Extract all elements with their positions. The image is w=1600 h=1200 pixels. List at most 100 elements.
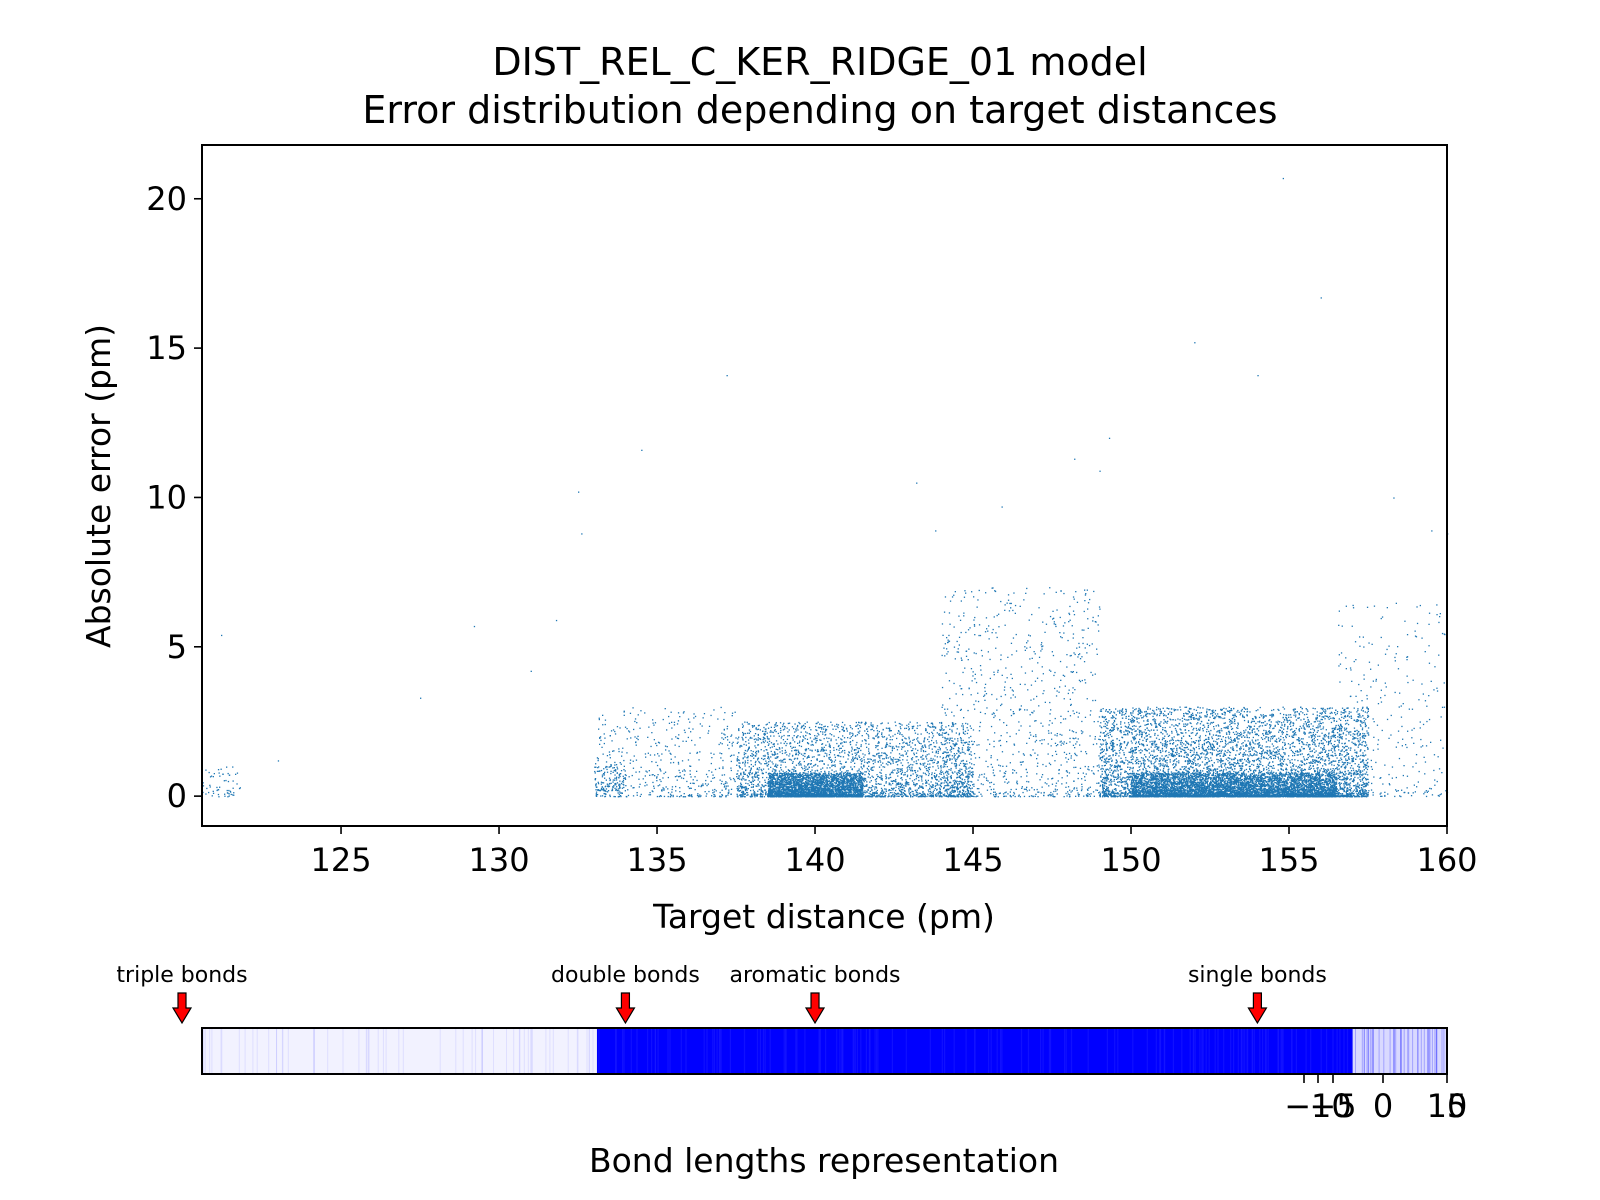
scatter-point <box>786 727 788 729</box>
scatter-point <box>888 761 891 763</box>
scatter-point <box>599 736 602 738</box>
scatter-point <box>825 744 827 746</box>
scatter-point <box>615 789 617 791</box>
scatter-point <box>867 769 869 771</box>
scatter-point <box>742 771 745 773</box>
scatter-point <box>787 731 789 733</box>
scatter-point <box>760 793 762 795</box>
scatter-point <box>908 736 910 738</box>
scatter-point <box>763 785 765 787</box>
scatter-point <box>911 727 914 730</box>
scatter-point <box>775 766 778 768</box>
scatter-point <box>680 795 682 797</box>
scatter-point <box>774 724 776 726</box>
scatter-point <box>666 729 668 731</box>
scatter-point <box>824 725 826 727</box>
scatter-point <box>901 764 904 767</box>
scatter-point <box>925 785 927 787</box>
scatter-point <box>804 755 806 758</box>
scatter-point <box>880 772 882 774</box>
scatter-point <box>817 754 819 756</box>
scatter-point <box>864 774 866 776</box>
scatter-point <box>861 735 863 737</box>
scatter-point <box>926 758 928 760</box>
scatter-point <box>753 794 756 797</box>
scatter-point <box>938 780 940 782</box>
scatter-point <box>866 781 868 783</box>
scatter-point <box>955 763 957 765</box>
scatter-point <box>604 786 606 788</box>
scatter-point <box>758 774 760 776</box>
scatter-point <box>803 789 806 791</box>
scatter-point <box>921 775 923 777</box>
scatter-point <box>818 734 820 736</box>
scatter-point <box>885 763 888 765</box>
scatter-point <box>647 752 649 754</box>
scatter-point <box>811 769 813 771</box>
scatter-point <box>726 725 729 728</box>
scatter-point <box>863 756 865 758</box>
scatter-point <box>947 778 949 781</box>
scatter-point <box>750 767 752 770</box>
scatter-point <box>859 771 862 773</box>
scatter-point <box>967 723 969 725</box>
scatter-point <box>946 788 948 790</box>
scatter-point <box>841 771 843 773</box>
scatter-point <box>914 732 917 734</box>
scatter-point <box>728 747 730 750</box>
scatter-point <box>826 755 828 757</box>
scatter-point <box>849 737 851 739</box>
scatter-point <box>937 794 939 796</box>
scatter-point <box>773 743 775 746</box>
scatter-point <box>897 792 899 794</box>
scatter-point <box>953 757 955 759</box>
scatter-point <box>850 761 852 763</box>
scatter-point <box>708 790 710 793</box>
scatter-point <box>919 724 921 727</box>
scatter-point <box>962 744 965 746</box>
scatter-point <box>757 757 760 759</box>
scatter-point <box>759 795 762 797</box>
scatter-point <box>711 795 713 797</box>
scatter-point <box>596 795 598 797</box>
scatter-point <box>956 772 958 774</box>
scatter-point <box>602 782 605 784</box>
scatter-point <box>952 785 954 787</box>
scatter-point <box>748 784 750 786</box>
scatter-point <box>757 750 759 752</box>
scatter-point <box>223 780 225 782</box>
scatter-point <box>968 776 970 778</box>
scatter-point <box>914 729 916 732</box>
scatter-point <box>928 791 930 793</box>
scatter-point <box>762 792 764 794</box>
scatter-point <box>850 726 852 729</box>
scatter-point <box>671 721 673 723</box>
scatter-point <box>648 794 650 796</box>
scatter-point <box>756 776 758 778</box>
scatter-point <box>733 779 736 781</box>
scatter-point <box>916 795 918 797</box>
scatter-point <box>839 767 842 770</box>
scatter-point <box>907 726 910 728</box>
scatter-point <box>745 787 747 789</box>
scatter-point <box>817 750 819 752</box>
scatter-point <box>656 795 659 798</box>
scatter-point <box>740 786 743 788</box>
scatter-point <box>822 749 825 751</box>
scatter-point <box>741 768 743 770</box>
scatter-point <box>775 730 777 733</box>
scatter-point <box>897 768 900 770</box>
scatter-point <box>972 795 974 797</box>
scatter-point <box>868 765 870 767</box>
scatter-point <box>931 737 934 739</box>
scatter-point <box>939 728 941 731</box>
scatter-point <box>603 792 605 795</box>
scatter-point <box>804 769 807 771</box>
scatter-point <box>856 734 859 736</box>
scatter-point <box>677 763 680 765</box>
scatter-point <box>665 749 667 751</box>
scatter-point <box>831 734 833 736</box>
scatter-point <box>751 755 753 757</box>
scatter-point <box>696 770 698 772</box>
scatter-point <box>654 775 656 777</box>
